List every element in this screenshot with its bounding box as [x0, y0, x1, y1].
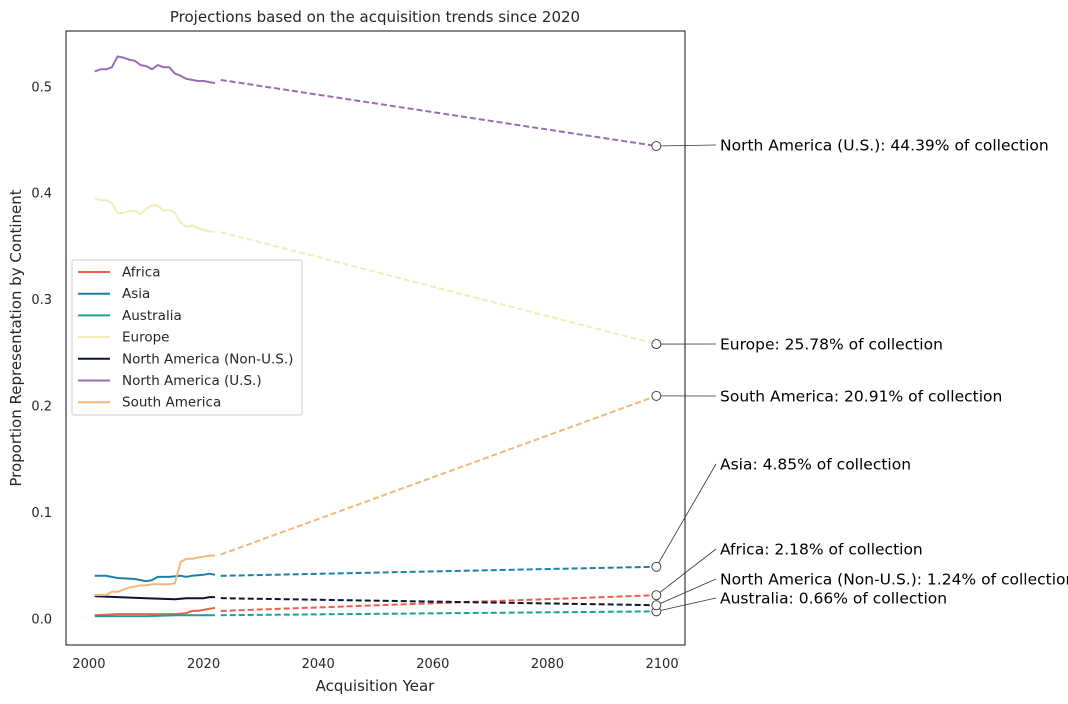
endpoint-marker-north-america-non-u-s	[651, 600, 662, 611]
legend-box	[71, 259, 303, 416]
annotation-asia: Asia: 4.85% of collection	[720, 456, 911, 474]
projection-line-asia	[220, 565, 657, 577]
series-line-asia	[94, 572, 216, 583]
legend: Africa Asia Australia Europe North America (…	[71, 259, 303, 416]
chart-title: Projections based on the acquisition tre…	[170, 8, 580, 26]
y-tick-label-3: 0.3	[31, 293, 52, 308]
annotation-europe: Europe: 25.78% of collection	[720, 336, 943, 354]
series-line-north-america-non-u-s	[94, 595, 215, 601]
x-tick-label-2060: 2060	[416, 657, 449, 672]
series-line-europe	[94, 197, 216, 234]
endpoint-marker-south-america	[651, 390, 662, 401]
leader-line-australia	[656, 597, 717, 612]
legend-label-north-america-u-s: North America (U.S.)	[122, 373, 262, 389]
x-axis-ticks: 2000 2020 2040 2060 2080 2100	[72, 657, 678, 672]
endpoint-marker-asia	[651, 561, 662, 572]
endpoint-marker-north-america-u-s	[651, 141, 662, 151]
annotation-africa: Africa: 2.18% of collection	[720, 541, 923, 559]
series-line-north-america-u-s	[94, 55, 216, 85]
series-line-australia	[94, 614, 215, 618]
projection-line-australia	[220, 610, 657, 617]
y-tick-label-1: 0.1	[31, 506, 52, 521]
annotation-north-america-non-u-s: North America (Non-U.S.): 1.24% of colle…	[720, 571, 1068, 589]
leader-line-north-america-non-u-s	[656, 578, 717, 606]
endpoint-marker-europe	[651, 339, 662, 350]
y-tick-label-5: 0.5	[31, 80, 52, 95]
annotations-layer: Africa: 2.18% of collection Asia: 4.85% o…	[651, 137, 1068, 617]
y-tick-label-4: 0.4	[31, 187, 52, 202]
annotation-australia: Australia: 0.66% of collection	[720, 590, 947, 608]
series-layer	[94, 55, 657, 618]
projection-line-africa	[220, 594, 657, 612]
legend-label-south-america: South America	[122, 395, 221, 411]
annotation-south-america: South America: 20.91% of collection	[720, 388, 1002, 406]
legend-label-north-america-non-u-s: North America (Non-U.S.)	[122, 351, 293, 367]
leader-line-asia	[655, 463, 717, 567]
x-tick-label-2100: 2100	[646, 657, 679, 672]
projection-line-north-america-non-u-s	[220, 597, 657, 607]
legend-label-asia: Asia	[122, 286, 150, 302]
y-tick-label-2: 0.2	[31, 400, 52, 415]
y-axis-ticks: 0.0 0.1 0.2 0.3 0.4 0.5	[31, 80, 52, 627]
leader-line-north-america-u-s	[656, 144, 717, 147]
x-tick-label-2040: 2040	[302, 657, 335, 672]
x-tick-label-2020: 2020	[187, 657, 220, 672]
y-axis-label: Proportion Representation by Continent	[7, 189, 25, 486]
projection-line-north-america-u-s	[220, 78, 657, 148]
y-tick-label-0: 0.0	[31, 612, 52, 627]
x-tick-label-2080: 2080	[531, 657, 564, 672]
leader-line-africa	[656, 548, 717, 596]
legend-label-europe: Europe	[122, 330, 169, 346]
projection-line-europe	[220, 231, 657, 346]
x-axis-label: Acquisition Year	[316, 677, 436, 695]
endpoint-marker-africa	[651, 590, 662, 601]
annotation-north-america-u-s: North America (U.S.): 44.39% of collecti…	[720, 137, 1049, 155]
series-line-south-america	[94, 554, 215, 596]
legend-label-australia: Australia	[122, 308, 182, 324]
projection-line-south-america	[220, 394, 657, 556]
series-line-africa	[94, 606, 216, 617]
legend-label-africa: Africa	[122, 265, 161, 281]
x-tick-label-2000: 2000	[72, 657, 105, 672]
